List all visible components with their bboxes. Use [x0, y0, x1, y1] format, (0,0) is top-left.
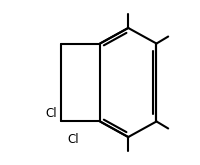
Text: Cl: Cl	[67, 133, 79, 146]
Text: Cl: Cl	[46, 107, 57, 120]
